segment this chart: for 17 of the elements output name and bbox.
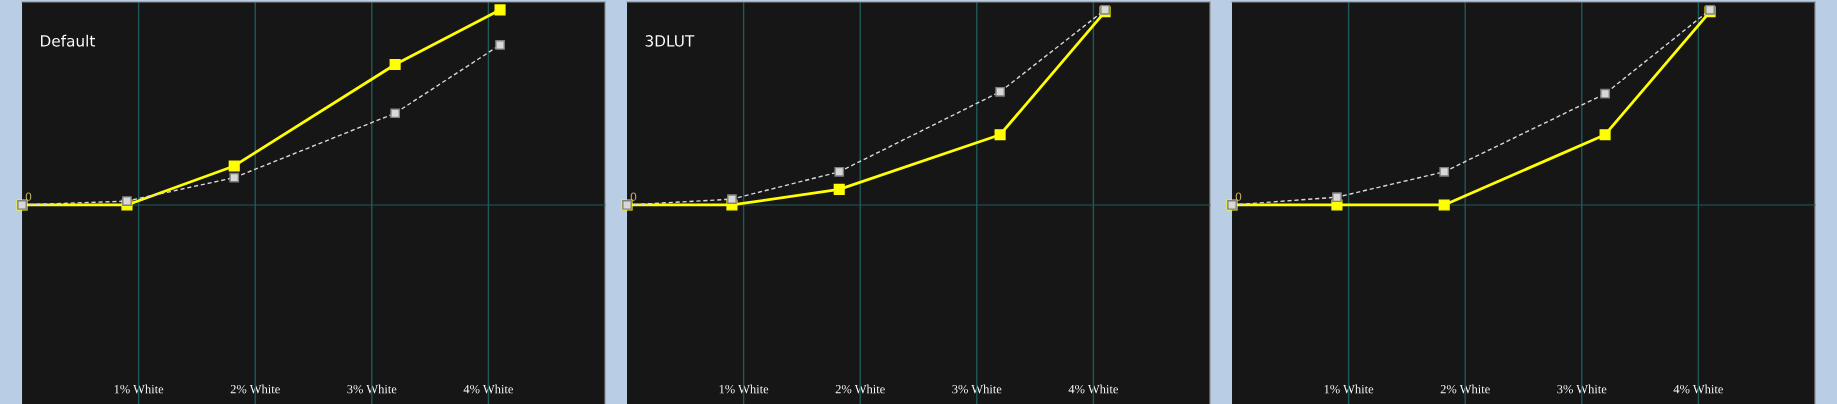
annotation: 0 (1235, 192, 1242, 201)
text: 3DLUT (645, 35, 695, 47)
x-tick-label: 1% White (1324, 384, 1374, 394)
annotation: 0 (25, 192, 32, 201)
x-tick-label: 1% White (719, 384, 769, 394)
x-tick-label: 2% White (230, 384, 280, 394)
x-tick-label: 4% White (1673, 384, 1723, 394)
x-tick-label: 3% White (1557, 384, 1607, 394)
x-tick-label: 3% White (952, 384, 1002, 394)
x-tick-label: 1% White (114, 384, 164, 394)
x-tick-label: 2% White (835, 384, 885, 394)
x-tick-label: 4% White (1068, 384, 1118, 394)
x-tick-label: 3% White (347, 384, 397, 394)
x-tick-label: 4% White (463, 384, 514, 394)
text: Default (41, 34, 95, 47)
annotation: 0 (630, 192, 637, 201)
x-tick-label: 2% White (1440, 384, 1490, 394)
